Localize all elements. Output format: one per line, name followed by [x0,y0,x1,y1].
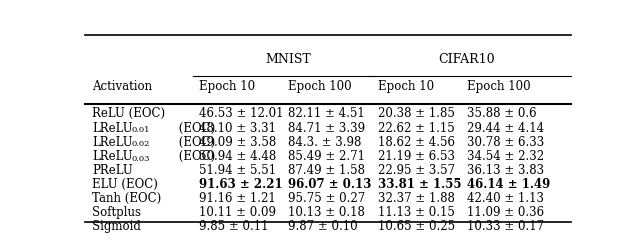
Text: 22.62 ± 1.15: 22.62 ± 1.15 [378,121,454,134]
Text: 21.19 ± 6.53: 21.19 ± 6.53 [378,149,454,162]
Text: 33.81 ± 1.55: 33.81 ± 1.55 [378,177,461,190]
Text: 34.54 ± 2.32: 34.54 ± 2.32 [467,149,544,162]
Text: 48.10 ± 3.31: 48.10 ± 3.31 [199,121,276,134]
Text: 0.01: 0.01 [131,126,150,134]
Text: 0.02: 0.02 [131,140,150,148]
Text: 0.03: 0.03 [131,154,150,162]
Text: 42.40 ± 1.13: 42.40 ± 1.13 [467,191,544,204]
Text: 29.44 ± 4.14: 29.44 ± 4.14 [467,121,544,134]
Text: Tanh (EOC): Tanh (EOC) [92,191,162,204]
Text: 10.13 ± 0.18: 10.13 ± 0.18 [288,205,365,218]
Text: 9.85 ± 0.11: 9.85 ± 0.11 [199,220,269,232]
Text: 50.94 ± 4.48: 50.94 ± 4.48 [199,149,276,162]
Text: 84.71 ± 3.39: 84.71 ± 3.39 [288,121,365,134]
Text: PReLU: PReLU [92,163,133,176]
Text: 10.65 ± 0.25: 10.65 ± 0.25 [378,220,455,232]
Text: (EOC): (EOC) [175,121,215,134]
Text: (EOC): (EOC) [175,149,215,162]
Text: 35.88 ± 0.6: 35.88 ± 0.6 [467,107,536,120]
Text: 20.38 ± 1.85: 20.38 ± 1.85 [378,107,454,120]
Text: 84.3. ± 3.98: 84.3. ± 3.98 [288,135,362,148]
Text: Epoch 100: Epoch 100 [467,80,531,93]
Text: Epoch 100: Epoch 100 [288,80,352,93]
Text: Activation: Activation [92,80,152,93]
Text: 11.13 ± 0.15: 11.13 ± 0.15 [378,205,454,218]
Text: MNIST: MNIST [266,53,311,66]
Text: Epoch 10: Epoch 10 [378,80,434,93]
Text: 30.78 ± 6.33: 30.78 ± 6.33 [467,135,544,148]
Text: 82.11 ± 4.51: 82.11 ± 4.51 [288,107,365,120]
Text: ELU (EOC): ELU (EOC) [92,177,158,190]
Text: 49.09 ± 3.58: 49.09 ± 3.58 [199,135,276,148]
Text: Epoch 10: Epoch 10 [199,80,255,93]
Text: 96.07 ± 0.13: 96.07 ± 0.13 [288,177,372,190]
Text: 11.09 ± 0.36: 11.09 ± 0.36 [467,205,544,218]
Text: Softplus: Softplus [92,205,141,218]
Text: 87.49 ± 1.58: 87.49 ± 1.58 [288,163,365,176]
Text: 32.37 ± 1.88: 32.37 ± 1.88 [378,191,454,204]
Text: 85.49 ± 2.71: 85.49 ± 2.71 [288,149,365,162]
Text: 10.33 ± 0.17: 10.33 ± 0.17 [467,220,544,232]
Text: 9.87 ± 0.10: 9.87 ± 0.10 [288,220,358,232]
Text: 46.53 ± 12.01: 46.53 ± 12.01 [199,107,284,120]
Text: ReLU (EOC): ReLU (EOC) [92,107,166,120]
Text: 46.14 ± 1.49: 46.14 ± 1.49 [467,177,550,190]
Text: CIFAR10: CIFAR10 [438,53,495,66]
Text: LReLU: LReLU [92,135,133,148]
Text: LReLU: LReLU [92,121,133,134]
Text: 10.11 ± 0.09: 10.11 ± 0.09 [199,205,276,218]
Text: LReLU: LReLU [92,149,133,162]
Text: 51.94 ± 5.51: 51.94 ± 5.51 [199,163,276,176]
Text: 95.75 ± 0.27: 95.75 ± 0.27 [288,191,365,204]
Text: 22.95 ± 3.57: 22.95 ± 3.57 [378,163,455,176]
Text: (EOC): (EOC) [175,135,215,148]
Text: 91.63 ± 2.21: 91.63 ± 2.21 [199,177,283,190]
Text: 91.16 ± 1.21: 91.16 ± 1.21 [199,191,276,204]
Text: 36.13 ± 3.83: 36.13 ± 3.83 [467,163,544,176]
Text: Sigmoid: Sigmoid [92,220,141,232]
Text: 18.62 ± 4.56: 18.62 ± 4.56 [378,135,454,148]
